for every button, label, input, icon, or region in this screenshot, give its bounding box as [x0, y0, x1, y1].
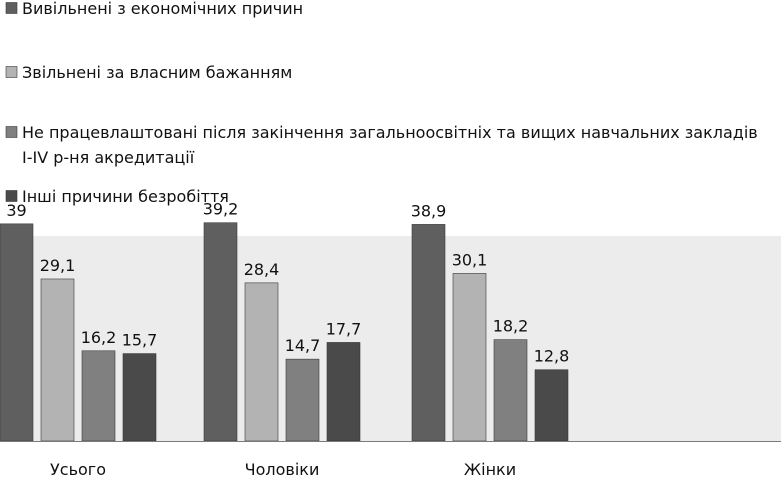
data-label-1-3: 16,2 [81, 328, 117, 347]
legend-marker-3 [5, 126, 18, 138]
legend-label-2: Звільнені за власним бажанням [22, 63, 292, 82]
data-labels: 39 29,1 16,2 15,7 39,2 28,4 14,7 17,7 38,9 30,1 18… [6, 200, 569, 366]
legend-marker-2 [5, 66, 18, 78]
bar-2-1 [203, 222, 238, 442]
plot-area [0, 236, 781, 441]
data-label-1-1: 39 [6, 201, 26, 220]
legend-label-1: Вивільнені з економічних причин [22, 0, 303, 18]
category-label-3: Жінки [464, 460, 516, 479]
data-label-2-1: 39,2 [203, 200, 239, 219]
category-label-1: Усього [50, 460, 106, 479]
data-label-3-3: 18,2 [493, 317, 529, 336]
legend-label-3-line-2: I-IV р-ня акредитації [22, 148, 195, 167]
legend-label-3: Не працевлаштовані після закінчення зага… [22, 123, 758, 142]
bar-2-2 [244, 282, 279, 442]
bar-3-3 [493, 339, 528, 442]
bar-3-2 [452, 273, 487, 442]
bar-1-4 [122, 353, 157, 442]
bar-2-3 [285, 358, 320, 442]
legend: Вивільнені з економічних причин Звільнені… [5, 0, 758, 206]
data-label-2-4: 17,7 [326, 319, 362, 338]
bar-3-1 [411, 224, 446, 442]
data-label-1-4: 15,7 [122, 331, 158, 350]
data-label-1-2: 29,1 [40, 256, 76, 275]
category-labels: Усього Чоловіки Жінки [50, 460, 516, 479]
data-label-3-1: 38,9 [411, 201, 447, 220]
data-label-2-3: 14,7 [285, 336, 321, 355]
data-label-2-2: 28,4 [244, 260, 280, 279]
legend-label-4: Інші причини безробіття [22, 187, 229, 206]
data-label-3-2: 30,1 [452, 250, 488, 269]
bar-3-4 [534, 369, 569, 442]
category-label-2: Чоловіки [245, 460, 320, 479]
bar-1-2 [40, 278, 75, 442]
data-label-3-4: 12,8 [534, 347, 570, 366]
legend-marker-1 [5, 2, 18, 14]
bar-1-1 [0, 223, 34, 442]
bar-2-4 [326, 342, 361, 442]
bar-1-3 [81, 350, 116, 442]
legend-marker-4 [5, 190, 18, 202]
